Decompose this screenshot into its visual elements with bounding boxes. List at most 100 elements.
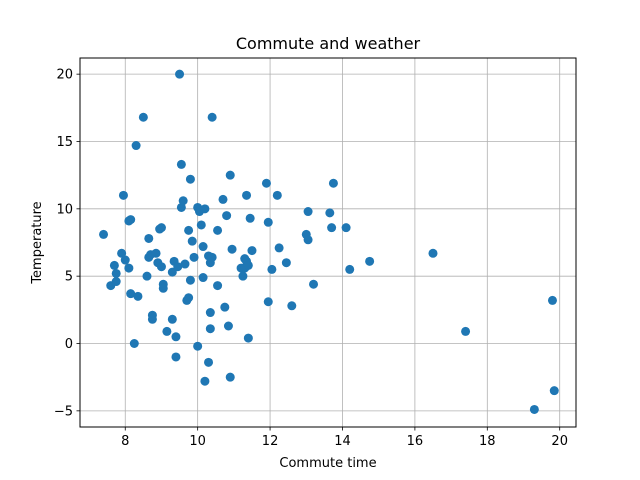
data-point [365, 256, 375, 266]
data-point [185, 275, 195, 285]
data-points [99, 69, 559, 414]
data-point [111, 277, 121, 287]
data-point [274, 243, 284, 253]
data-point [184, 293, 194, 303]
data-point [118, 190, 128, 200]
data-point [327, 223, 337, 233]
data-point [162, 326, 172, 336]
plot-frame [79, 57, 577, 428]
data-point [156, 223, 166, 233]
grid-lines [80, 58, 576, 427]
data-point [131, 141, 141, 151]
x-tick-label: 8 [121, 434, 129, 449]
data-point [263, 217, 273, 227]
y-tick-label: −5 [54, 404, 73, 419]
data-point [111, 268, 121, 278]
data-point [173, 262, 183, 272]
data-point [267, 264, 277, 274]
data-point [178, 196, 188, 206]
data-point [223, 321, 233, 331]
data-point [225, 372, 235, 382]
data-point [193, 341, 203, 351]
data-point [547, 295, 557, 305]
data-point [144, 233, 154, 243]
data-point [133, 291, 143, 301]
chart-title: Commute and weather [236, 34, 421, 53]
data-point [261, 178, 271, 188]
data-point [213, 281, 223, 291]
data-point [200, 204, 210, 214]
data-point [196, 220, 206, 230]
data-point [213, 225, 223, 235]
x-tick-label: 20 [551, 434, 568, 449]
data-point [287, 301, 297, 311]
data-point [189, 252, 199, 262]
x-tick-label: 14 [334, 434, 351, 449]
data-point [245, 213, 255, 223]
data-point [120, 255, 130, 265]
data-point [222, 211, 232, 221]
data-point [198, 273, 208, 283]
data-point [205, 324, 215, 334]
data-point [171, 352, 181, 362]
data-point [272, 190, 282, 200]
x-tick-label: 16 [407, 434, 424, 449]
y-tick-label: 10 [56, 202, 73, 217]
y-tick-label: 5 [65, 270, 73, 285]
data-point [243, 260, 253, 270]
data-point [99, 229, 109, 239]
data-point [328, 178, 338, 188]
data-point [205, 308, 215, 318]
data-point [200, 376, 210, 386]
y-tick-label: 20 [56, 68, 73, 83]
data-point [124, 263, 134, 273]
data-point [345, 264, 355, 274]
data-point [184, 225, 194, 235]
data-point [117, 248, 127, 258]
data-point [175, 69, 185, 79]
data-point [156, 262, 166, 272]
y-axis-label: Temperature [30, 201, 45, 284]
x-tick-label: 18 [479, 434, 496, 449]
data-point [180, 259, 190, 269]
data-point [142, 271, 152, 281]
data-point [187, 236, 197, 246]
data-point [158, 283, 168, 293]
data-point [176, 202, 186, 212]
data-point [303, 207, 313, 217]
data-point [129, 339, 139, 349]
data-point [309, 279, 319, 289]
data-point [167, 314, 177, 324]
data-point [263, 297, 273, 307]
data-point [204, 357, 214, 367]
data-point [242, 190, 252, 200]
y-tick-label: 0 [65, 337, 73, 352]
data-point [341, 223, 351, 233]
data-point [207, 252, 217, 262]
x-tick-label: 10 [189, 434, 206, 449]
data-point [428, 248, 438, 258]
data-point [176, 159, 186, 169]
data-point [147, 314, 157, 324]
data-point [220, 302, 230, 312]
data-point [529, 404, 539, 414]
data-point [109, 260, 119, 270]
x-tick-label: 12 [262, 434, 279, 449]
x-axis-ticks: 8 10 12 14 16 18 20 [121, 427, 568, 449]
data-point [243, 333, 253, 343]
y-tick-label: 15 [56, 135, 73, 150]
y-axis-ticks: −5 0 5 10 15 20 [54, 68, 80, 419]
data-point [126, 215, 136, 225]
data-point [218, 194, 228, 204]
data-point [247, 246, 257, 256]
data-point [238, 271, 248, 281]
data-point [303, 235, 313, 245]
data-point [151, 248, 161, 258]
data-point [185, 174, 195, 184]
data-point [461, 326, 471, 336]
data-point [171, 332, 181, 342]
data-point [198, 242, 208, 252]
